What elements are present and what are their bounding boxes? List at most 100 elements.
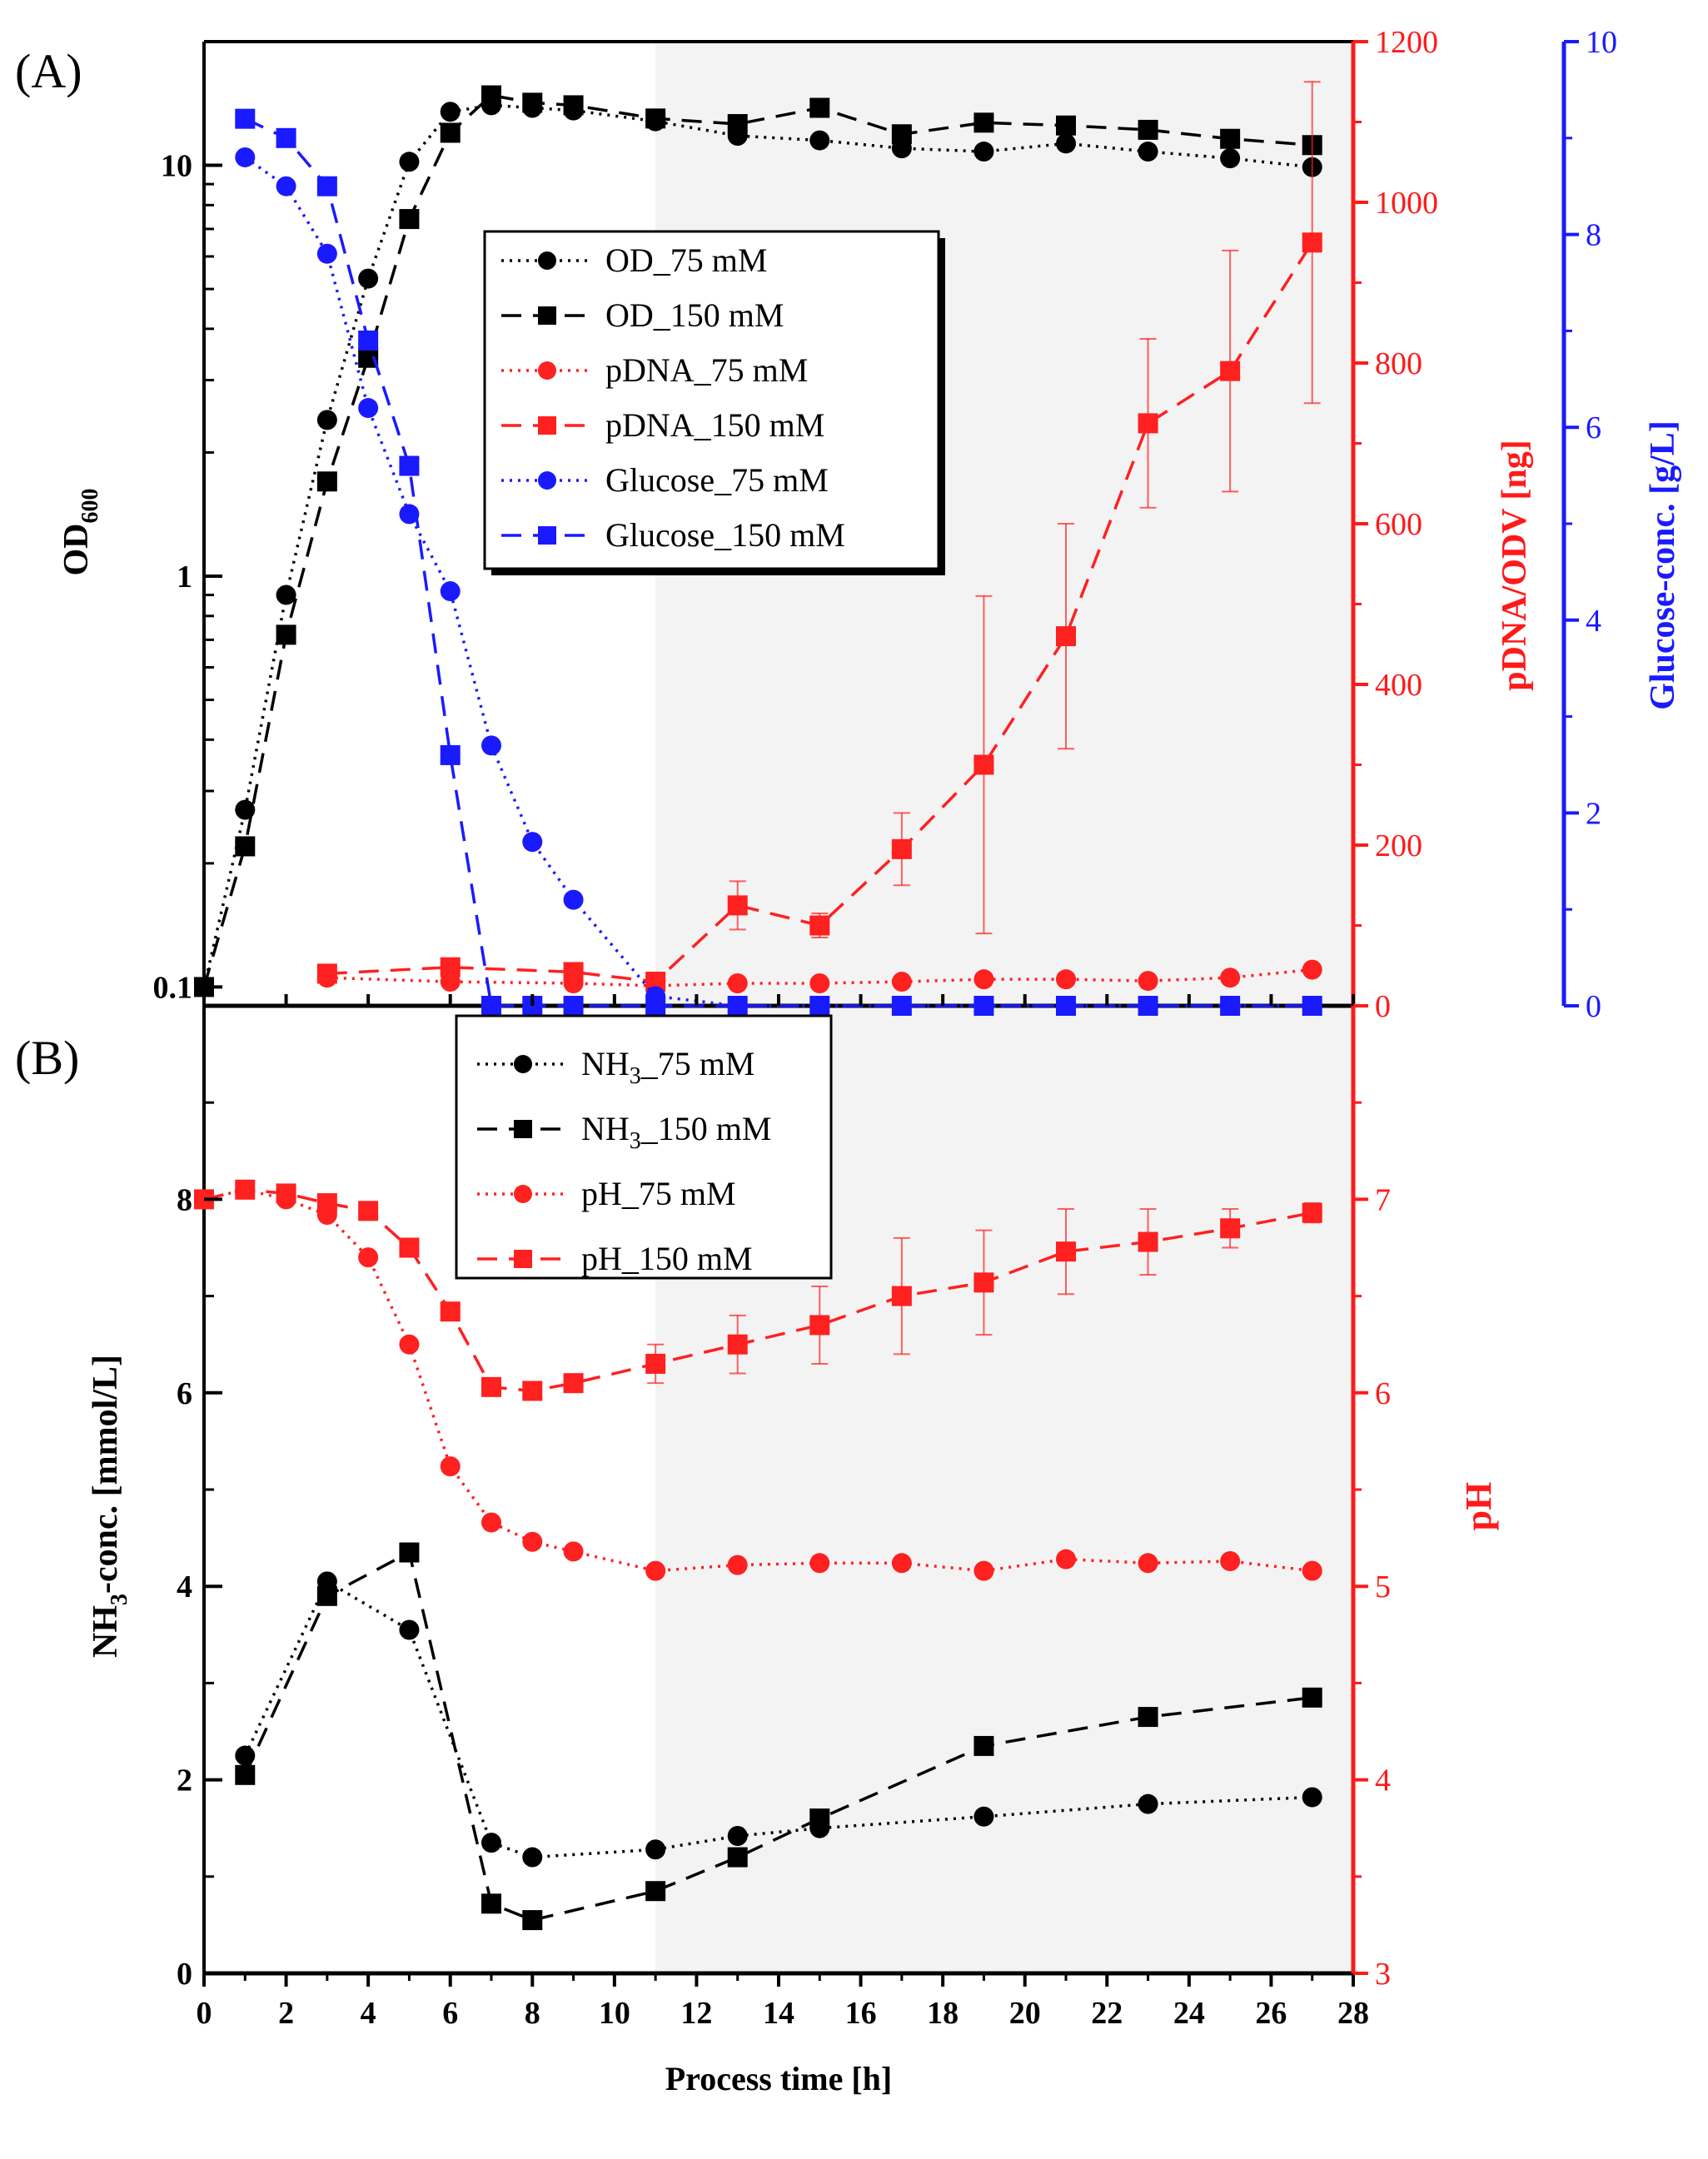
glucose-75-mm-point — [316, 243, 337, 264]
od-75-mm-point — [440, 102, 461, 122]
ph-150-mm-point — [440, 1301, 461, 1322]
glucose-150-mm-point — [1302, 996, 1322, 1016]
pdna-150-mm-point — [1220, 361, 1241, 381]
glucose-75-mm-point — [276, 176, 296, 196]
y-tick-label-ph: 4 — [1375, 1764, 1391, 1798]
pdna-150-mm-line — [326, 241, 1314, 983]
y-tick-label-glucose: 10 — [1586, 25, 1617, 60]
x-tick-label: 12 — [680, 1996, 712, 2031]
glucose-150-mm-point — [276, 127, 296, 148]
x-axis-title: Process time [h] — [665, 2060, 893, 2097]
y-tick-label-glucose: 0 — [1586, 989, 1601, 1024]
y-tick-label-ph: 3 — [1375, 1957, 1391, 1992]
y-tick-label-ph: 7 — [1375, 1182, 1391, 1217]
pdna-75-mm-point — [727, 973, 748, 993]
nh3-150-mm-point — [1138, 1707, 1158, 1728]
glucose-150-mm-point — [316, 176, 337, 196]
ph-150-mm-point — [1220, 1218, 1241, 1239]
ph-150-mm-point — [891, 1286, 912, 1306]
pdna-75-mm-point — [974, 969, 994, 990]
pdna-75-mm-point — [1220, 968, 1241, 988]
nh3-75-mm-point — [481, 1833, 501, 1853]
glucose-150-mm-point — [727, 996, 748, 1016]
pdna-75-mm-legend-label: pDNA_75 mM — [605, 351, 808, 389]
od-150-mm-legend-label: OD_150 mM — [605, 296, 784, 334]
y-tick-label-pdna: 600 — [1375, 507, 1422, 542]
x-tick-label: 22 — [1091, 1996, 1123, 2031]
x-tick-label: 28 — [1337, 1996, 1369, 2031]
ph-150-mm-point — [481, 1376, 501, 1397]
od-150-mm-point — [399, 209, 420, 230]
legend-a-box — [483, 230, 940, 570]
y-tick-label-nh3: 6 — [177, 1376, 192, 1411]
glucose-75-mm-point — [235, 147, 256, 167]
y-tick-label-od: 10 — [161, 149, 192, 184]
x-tick-label: 4 — [361, 1996, 376, 2031]
glucose-150-mm-legend-label: Glucose_150 mM — [605, 516, 845, 554]
od-75-mm-point — [1138, 142, 1158, 162]
pdna-75-mm-point — [1056, 969, 1076, 990]
pdna-75-mm-point — [809, 973, 830, 993]
y-tick-label-nh3: 8 — [177, 1182, 192, 1217]
x-tick-label: 24 — [1173, 1996, 1205, 2031]
pdna-150-mm-point — [1056, 626, 1076, 647]
od-150-mm-point — [481, 85, 501, 106]
panel-a-label: (A) — [15, 44, 82, 98]
y-tick-label-nh3: 0 — [177, 1957, 192, 1992]
nh3-75-mm-legend-label: NH3_75 mM — [581, 1045, 754, 1089]
y-tick-label-pdna: 400 — [1375, 668, 1422, 703]
pdna-150-mm-point — [974, 754, 994, 775]
od-150-mm-point — [645, 108, 666, 129]
ph-150-mm-point — [399, 1237, 420, 1258]
y-tick-label-pdna: 1200 — [1375, 25, 1438, 60]
nh3-75-mm-point — [399, 1619, 420, 1640]
pdna-75-mm-legend-marker — [538, 361, 556, 380]
od-150-mm-point — [440, 122, 461, 143]
y-axis-title-pdna: pDNA/ODV [ng] — [1496, 440, 1534, 690]
y-tick-label-od: 0.1 — [153, 970, 193, 1005]
glucose-150-mm-point — [891, 996, 912, 1016]
od-150-mm-point — [522, 92, 543, 113]
y-tick-label-nh3: 4 — [177, 1570, 192, 1604]
y-tick-label-glucose: 4 — [1586, 604, 1601, 639]
y-tick-label-pdna: 1000 — [1375, 186, 1438, 221]
nh3-150-mm-point — [481, 1893, 501, 1914]
ph-150-mm-point — [645, 1353, 666, 1374]
nh3-75-mm-point — [727, 1825, 748, 1846]
ph-75-mm-point — [891, 1553, 912, 1574]
ph-150-mm-point — [235, 1179, 256, 1200]
y-tick-label-nh3: 2 — [177, 1764, 192, 1798]
pdna-75-mm-point — [1138, 971, 1158, 992]
nh3-75-mm-point — [1302, 1787, 1322, 1808]
glucose-150-mm-point — [235, 108, 256, 129]
y-axis-title-nh3: NH3-conc. [mmol/L] — [87, 1355, 132, 1658]
glucose-75-mm-legend-marker — [538, 471, 556, 490]
x-tick-label: 8 — [525, 1996, 540, 2031]
ph-75-mm-point — [399, 1334, 420, 1355]
y-tick-label-pdna: 800 — [1375, 346, 1422, 381]
glucose-150-mm-point — [563, 996, 584, 1016]
od-150-mm-point — [1138, 119, 1158, 140]
y-tick-label-pdna: 200 — [1375, 828, 1422, 863]
glucose-150-mm-point — [974, 996, 994, 1016]
nh3-75-mm-point — [974, 1806, 994, 1827]
x-tick-label: 18 — [927, 1996, 959, 2031]
glucose-150-mm-legend-marker — [538, 526, 556, 545]
glucose-150-mm-point — [1220, 996, 1241, 1016]
y-tick-label-glucose: 8 — [1586, 218, 1601, 253]
pdna-150-mm-legend-label: pDNA_150 mM — [605, 406, 824, 444]
ph-75-mm-point — [522, 1531, 543, 1552]
y-axis-title-glucose: Glucose-conc. [g/L] — [1644, 420, 1682, 710]
ph-150-mm-point — [316, 1193, 337, 1214]
pdna-75-mm-line — [326, 968, 1312, 987]
od-150-mm-point — [235, 836, 256, 857]
glucose-150-mm-point — [1138, 996, 1158, 1016]
x-tick-label: 2 — [278, 1996, 294, 2031]
x-tick-label: 26 — [1255, 1996, 1287, 2031]
nh3-75-mm-point — [522, 1847, 543, 1868]
ph-150-mm-point — [1302, 1202, 1322, 1223]
y-tick-label-glucose: 2 — [1586, 796, 1601, 831]
nh3-150-mm-point — [316, 1585, 337, 1606]
x-tick-label: 20 — [1009, 1996, 1041, 2031]
